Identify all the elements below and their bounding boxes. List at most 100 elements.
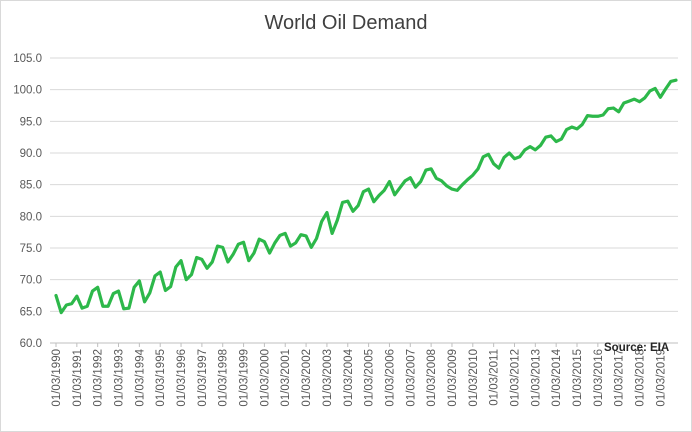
data-point (393, 194, 396, 196)
data-point (331, 232, 333, 235)
data-point (440, 180, 443, 182)
data-point (216, 245, 219, 247)
data-point (65, 304, 68, 306)
x-tick-label: 01/03/1999 (239, 349, 251, 407)
data-point (201, 258, 203, 261)
data-point (591, 115, 594, 118)
data-point (544, 136, 547, 138)
x-tick-label: 01/03/1994 (134, 348, 146, 406)
data-point (669, 80, 672, 83)
data-point (633, 98, 636, 100)
x-tick-label: 01/03/2011 (489, 349, 501, 406)
data-point (274, 242, 276, 244)
data-point (628, 100, 630, 102)
data-point (300, 233, 302, 236)
data-point (154, 275, 156, 277)
x-tick-label: 01/03/2015 (572, 349, 584, 407)
chart-title: World Oil Demand (264, 12, 428, 34)
y-tick-label: 105.0 (13, 53, 42, 65)
data-point (513, 157, 516, 160)
data-point (341, 201, 344, 204)
data-point (232, 253, 234, 256)
x-tick-label: 01/03/2006 (384, 349, 396, 407)
x-tick-label: 01/03/2007 (405, 349, 417, 407)
data-point (175, 266, 177, 268)
x-tick-label: 01/03/2013 (530, 349, 542, 407)
data-point (227, 261, 229, 263)
data-point (560, 138, 563, 140)
data-point (60, 311, 63, 314)
x-tick-label: 01/03/2009 (447, 349, 459, 407)
data-point (190, 273, 193, 276)
data-point (81, 307, 83, 309)
data-point (638, 100, 641, 103)
data-point (117, 290, 120, 292)
x-tick-label: 01/03/2016 (593, 349, 605, 407)
data-point (91, 290, 94, 292)
data-point (477, 168, 479, 170)
data-point (76, 295, 78, 297)
data-point (451, 188, 453, 190)
data-point (409, 176, 412, 179)
data-point (326, 211, 328, 214)
x-tick-label: 01/03/2019 (655, 349, 667, 407)
data-point (294, 242, 297, 244)
y-tick-label: 80.0 (20, 211, 42, 223)
data-point (524, 149, 526, 151)
data-point (597, 115, 599, 118)
y-tick-label: 90.0 (20, 148, 42, 160)
data-point (102, 305, 104, 308)
data-point (461, 183, 464, 186)
data-point (617, 111, 620, 113)
data-point (96, 286, 99, 289)
data-point (305, 235, 307, 237)
x-tick-label: 01/03/2012 (509, 349, 521, 407)
data-point (373, 200, 375, 203)
data-point (675, 79, 677, 81)
data-point (404, 180, 406, 182)
data-point (320, 220, 323, 223)
data-point (534, 149, 537, 151)
data-point (435, 177, 438, 180)
data-point (242, 241, 245, 244)
data-point (180, 259, 182, 262)
data-point (357, 204, 359, 207)
data-point (654, 87, 656, 90)
data-point (362, 190, 365, 193)
data-point (487, 153, 490, 156)
data-point (383, 189, 386, 192)
data-point (503, 156, 505, 159)
data-point (649, 90, 651, 92)
data-point (268, 252, 271, 254)
data-point (284, 232, 287, 235)
x-tick-label: 01/03/2010 (468, 349, 480, 407)
data-point (164, 289, 167, 292)
data-point (143, 301, 146, 303)
y-tick-label: 65.0 (20, 306, 42, 318)
data-point (122, 308, 125, 310)
data-point (138, 280, 141, 282)
data-point (367, 188, 370, 190)
data-point (237, 243, 240, 245)
series-line (54, 78, 678, 315)
x-tick-label: 01/03/1993 (114, 349, 126, 407)
data-point (576, 128, 578, 130)
data-point (456, 189, 458, 192)
data-point (539, 144, 542, 147)
x-tick-label: 01/03/1991 (72, 349, 84, 407)
data-point (279, 234, 281, 237)
data-point (185, 278, 188, 281)
data-point (643, 97, 646, 99)
data-point (445, 185, 448, 187)
data-point (253, 252, 255, 254)
data-point (508, 152, 511, 154)
data-point (529, 145, 531, 148)
x-tick-label: 01/03/1995 (155, 349, 167, 407)
data-point (86, 305, 89, 308)
x-tick-label: 01/03/1990 (51, 349, 63, 407)
data-point (315, 237, 318, 240)
data-point (258, 238, 260, 240)
data-point (221, 246, 224, 249)
data-point (623, 102, 625, 104)
